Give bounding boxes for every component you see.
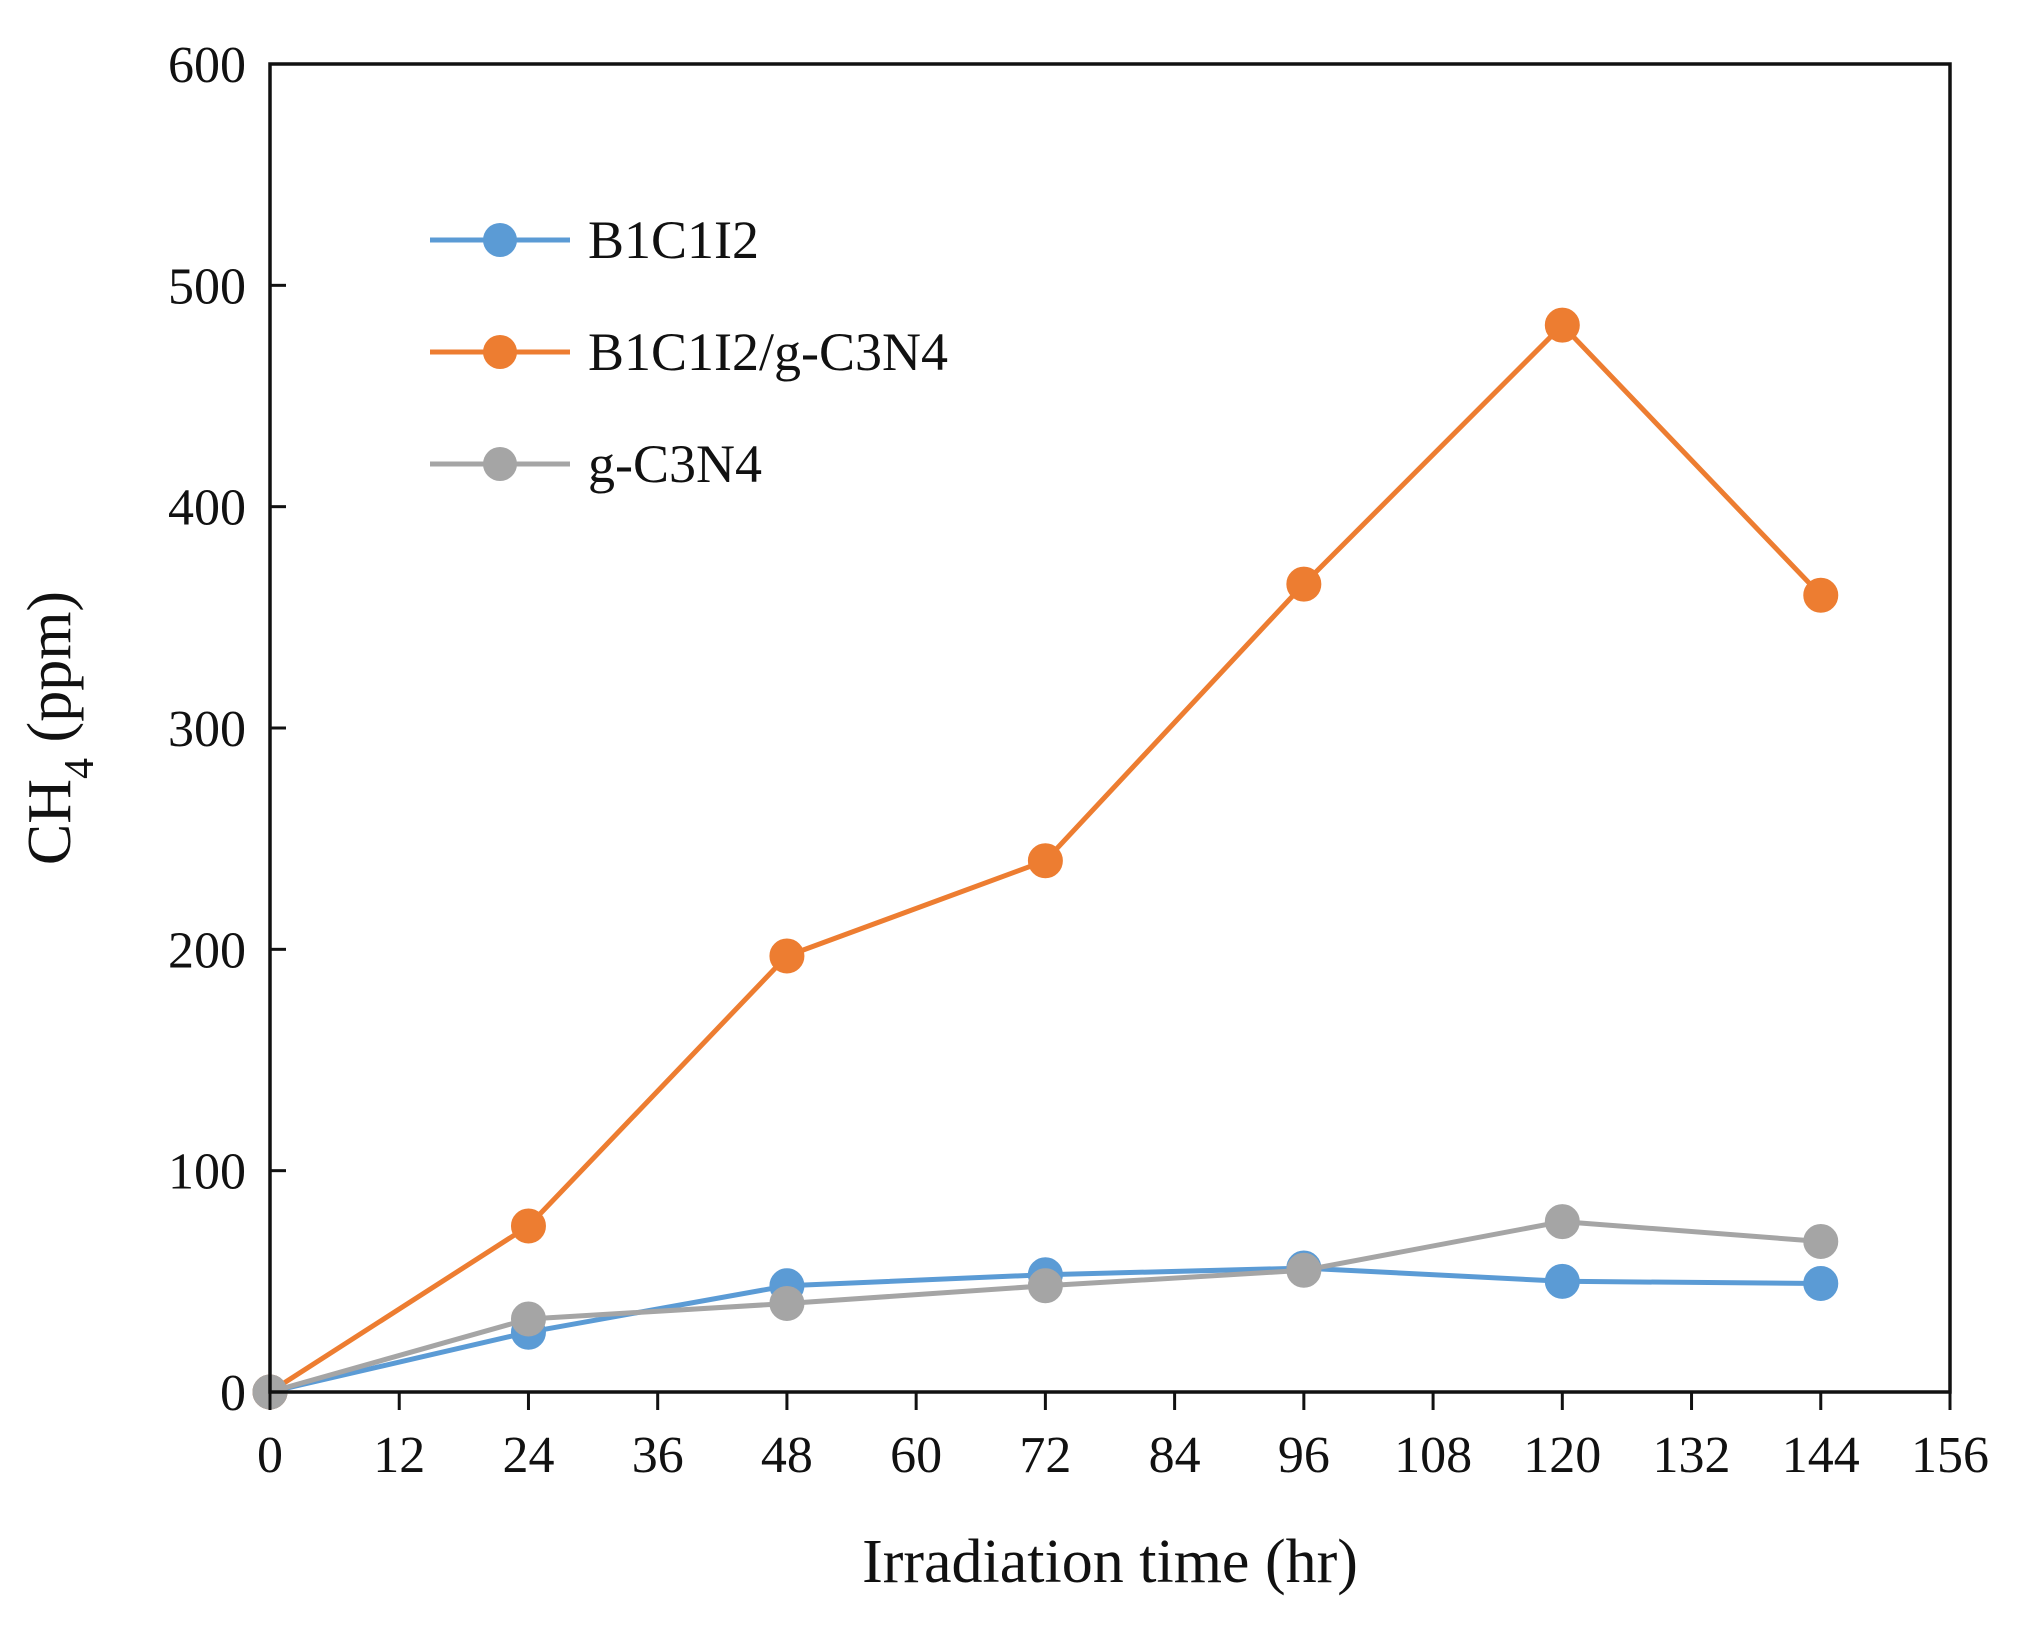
legend-label: g-C3N4 bbox=[588, 434, 762, 494]
data-point-g-c3n4 bbox=[1544, 1204, 1580, 1240]
y-tick-label: 600 bbox=[168, 37, 246, 94]
legend-marker bbox=[483, 223, 517, 257]
data-point-b1c1i2-g-c3n4 bbox=[769, 938, 805, 974]
data-point-b1c1i2-g-c3n4 bbox=[1803, 577, 1839, 613]
x-tick-label: 84 bbox=[1149, 1427, 1201, 1484]
series-layer bbox=[252, 307, 1839, 1410]
x-tick-label: 120 bbox=[1523, 1427, 1601, 1484]
legend-item-g-c3n4: g-C3N4 bbox=[430, 434, 762, 494]
y-axis-title-subscript: 4 bbox=[57, 758, 103, 779]
x-tick-label: 72 bbox=[1019, 1427, 1071, 1484]
legend-label: B1C1I2/g-C3N4 bbox=[588, 322, 948, 382]
y-tick-label: 300 bbox=[168, 701, 246, 758]
x-tick-label: 144 bbox=[1782, 1427, 1860, 1484]
y-axis-title: CH4 (ppm) bbox=[16, 591, 103, 865]
x-tick-label: 108 bbox=[1394, 1427, 1472, 1484]
y-axis-title-prefix: CH bbox=[16, 779, 84, 865]
data-point-b1c1i2 bbox=[1803, 1266, 1839, 1302]
y-tick-label: 200 bbox=[168, 922, 246, 979]
x-tick-label: 24 bbox=[502, 1427, 554, 1484]
data-point-g-c3n4 bbox=[1027, 1268, 1063, 1304]
x-tick-label: 156 bbox=[1911, 1427, 1989, 1484]
x-tick-label: 96 bbox=[1278, 1427, 1330, 1484]
y-tick-label: 500 bbox=[168, 258, 246, 315]
y-tick-label: 400 bbox=[168, 480, 246, 537]
legend: B1C1I2 B1C1I2/g-C3N4 g-C3N4 bbox=[430, 210, 948, 494]
data-point-g-c3n4 bbox=[1286, 1252, 1322, 1288]
data-point-g-c3n4 bbox=[510, 1301, 546, 1337]
data-point-b1c1i2 bbox=[1544, 1263, 1580, 1299]
y-tick-label: 0 bbox=[220, 1365, 246, 1422]
data-point-g-c3n4 bbox=[769, 1285, 805, 1321]
legend-label: B1C1I2 bbox=[588, 210, 759, 270]
data-point-b1c1i2-g-c3n4 bbox=[1027, 843, 1063, 879]
x-tick-label: 60 bbox=[890, 1427, 942, 1484]
legend-item-b1c1i2: B1C1I2 bbox=[430, 210, 759, 270]
y-tick-label: 100 bbox=[168, 1144, 246, 1201]
legend-marker bbox=[483, 335, 517, 369]
series-g-c3n4 bbox=[252, 1204, 1839, 1410]
series-line-g-c3n4 bbox=[269, 1219, 1821, 1395]
axes-layer: 0 100 200 300 400 500 600 0 12 24 36 48 60 72 84 96 108 1… bbox=[168, 37, 1989, 1484]
x-tick-label: 36 bbox=[632, 1427, 684, 1484]
x-tick-label: 0 bbox=[257, 1427, 283, 1484]
x-axis-title: Irradiation time (hr) bbox=[862, 1528, 1358, 1596]
plot-frame bbox=[268, 62, 1952, 1394]
data-point-b1c1i2-g-c3n4 bbox=[1286, 566, 1322, 602]
y-axis-title-suffix: (ppm) bbox=[16, 591, 84, 758]
legend-item-b1c1i2-g-c3n4: B1C1I2/g-C3N4 bbox=[430, 322, 948, 382]
x-tick-label: 132 bbox=[1653, 1427, 1731, 1484]
data-point-g-c3n4 bbox=[1803, 1223, 1839, 1259]
data-point-b1c1i2-g-c3n4 bbox=[1544, 307, 1580, 343]
data-point-b1c1i2-g-c3n4 bbox=[510, 1208, 546, 1244]
x-tick-label: 48 bbox=[761, 1427, 813, 1484]
legend-marker bbox=[483, 447, 517, 481]
x-tick-label: 12 bbox=[373, 1427, 425, 1484]
